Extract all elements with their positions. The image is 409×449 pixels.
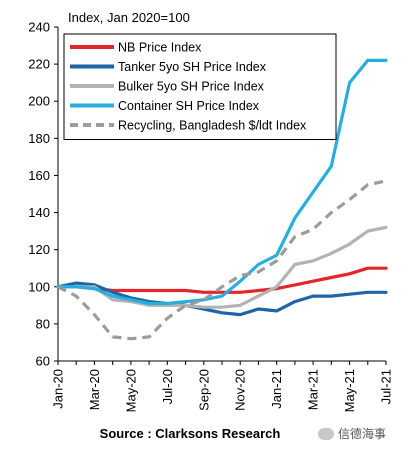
y-tick-label: 120 [28,242,50,257]
y-tick-label: 200 [28,94,50,109]
legend-label: Bulker 5yo SH Price Index [118,80,265,94]
y-tick-label: 160 [28,168,50,183]
series-line-3 [56,225,388,309]
y-tick-label: 100 [28,279,50,294]
line-chart: Index, Jan 2020=100 60 80 100 120 140 160 180 2… [28,10,394,412]
watermark-text: 信德海事 [338,427,387,441]
x-axis-ticks: Jan-20 Mar-20 May-20 Jul-20 Sep-20 Nov-20 Jan-… [51,361,394,412]
y-tick-label: 140 [28,205,50,220]
x-tick-label: Mar-21 [306,369,321,410]
watermark: 信德海事 [318,425,386,442]
series-line-4 [56,58,388,306]
series-line-2 [56,281,388,317]
legend-label: NB Price Index [118,41,202,55]
wechat-icon [318,427,334,440]
x-tick-label: Jan-20 [51,369,66,409]
series-lines [56,58,388,341]
y-tick-label: 60 [36,354,50,369]
x-tick-label: Jul-21 [379,369,394,404]
x-tick-label: Nov-20 [233,369,248,411]
legend-label: Container SH Price Index [118,99,260,113]
y-axis-unit-label: Index, Jan 2020=100 [68,10,190,25]
y-tick-label: 80 [36,316,50,331]
source-note: Source : Clarksons Research [99,426,281,441]
x-tick-label: Sep-20 [196,369,211,411]
x-tick-label: Mar-20 [87,369,102,410]
y-tick-label: 180 [28,131,50,146]
y-tick-label: 220 [28,57,50,72]
series-line-1 [56,266,388,294]
series-line-5 [57,179,387,341]
legend-label: Recycling, Bangladesh $/ldt Index [118,119,307,133]
x-tick-label: May-20 [123,369,138,412]
legend-label: Tanker 5yo SH Price Index [118,60,267,74]
y-axis-ticks: 60 80 100 120 140 160 180 200 220 240 [28,20,58,369]
y-tick-label: 240 [28,20,50,35]
legend: NB Price Index Tanker 5yo SH Price Index B… [63,33,337,140]
x-tick-label: May-21 [342,369,357,412]
x-tick-label: Jan-21 [269,369,284,409]
x-tick-label: Jul-20 [160,369,175,404]
